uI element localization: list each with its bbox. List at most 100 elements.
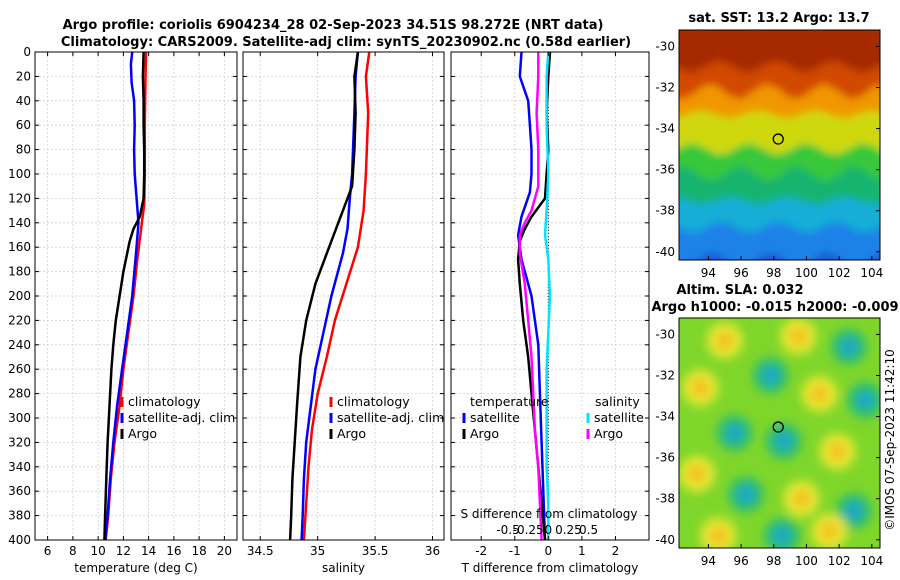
x-axis-label: salinity [322,561,365,575]
map-x-tick-label: 102 [828,266,851,280]
x-tick-label: 10 [90,544,105,558]
x-tick-label: 2 [612,544,620,558]
argo-location-marker [772,133,784,145]
map-y-tick-label: -40 [655,245,675,259]
map-x-tick-label: 100 [795,554,818,568]
sla-eddy-core [828,442,847,461]
y-tick-label: 320 [8,435,31,449]
sst-map-title: sat. SST: 13.2 Argo: 13.7 [688,11,869,26]
sla-eddy-core [792,489,811,508]
series-line-salinity-satellite [543,52,552,540]
map-x-tick-label: 98 [766,554,781,568]
y-tick-label: 300 [8,411,31,425]
temperature-profile-panel: 6 8 10 12 14 16 18 2002040608010012014016018020… [8,45,238,575]
y-tick-label: 60 [16,118,31,132]
map-y-tick-label: -30 [655,39,675,53]
legend-label-1: satellite-adj. clim [337,410,444,425]
map-frame [678,29,881,261]
map-y-tick-label: -38 [655,204,675,218]
sla-eddy-core [687,465,706,484]
sst-bands [679,30,880,260]
argo-location-marker [772,421,784,433]
map-x-tick-label: 104 [860,554,883,568]
legend-label-0: climatology [128,394,201,409]
sla-eddies [679,318,880,548]
x-tick-label: 34.5 [247,544,274,558]
legend-label-t0: satellite [470,410,520,425]
top-axis-tick-label: 0.5 [579,523,598,537]
x-tick-label: -2 [475,544,487,558]
map-y-tick-label: -36 [655,163,675,177]
map-y-tick-label: -30 [655,327,675,341]
difference-legend: temperaturesatelliteArgosalinitysatellit… [462,394,644,441]
sla-eddy-core [856,391,875,410]
x-tick-label: -1 [509,544,521,558]
y-tick-label: 0 [23,45,31,59]
map-y-tick-label: -34 [655,410,675,424]
sla-eddy-core [844,502,863,521]
map-x-tick-label: 94 [701,554,716,568]
sst-band [698,252,880,260]
top-axis-tick-label: 0 [545,523,553,537]
x-tick-label: 35 [310,544,325,558]
top-axis-tick-label: -0.25 [513,523,544,537]
legend-label-s0: satellite [594,410,644,425]
y-tick-label: 160 [8,240,31,254]
series-line-climatology [302,52,371,540]
x-tick-label: 0 [545,544,553,558]
x-tick-label: 6 [44,544,52,558]
legend-title-temperature: temperature [470,394,549,409]
series-group [103,52,148,540]
legend-label-0: climatology [337,394,410,409]
sst-map-panel: 94 96 98 100 102 104 -30 -32 -34 -36 -38 -40 [655,29,883,280]
y-tick-label: 180 [8,265,31,279]
map-x-tick-label: 100 [795,266,818,280]
y-tick-label: 360 [8,484,31,498]
x-tick-label: 8 [69,544,77,558]
y-tick-label: 40 [16,94,31,108]
sla-eddy-core [810,384,829,403]
x-tick-label: 12 [116,544,131,558]
y-tick-label: 100 [8,167,31,181]
y-tick-label: 380 [8,509,31,523]
map-y-tick-label: -36 [655,451,675,465]
salinity-profile-panel: 34.5 35 35.5 36 salinity climatologysatellite… [242,51,445,575]
series-line-argo [288,52,360,540]
x-tick-label: 1 [578,544,586,558]
y-tick-label: 140 [8,216,31,230]
top-axis-tick-label: -0.5 [496,523,519,537]
x-tick-label: 20 [217,544,232,558]
legend-title-salinity: salinity [595,394,640,409]
legend-label-2: Argo [128,426,157,441]
series-group [516,52,552,540]
legend-label-1: satellite-adj. clim [128,410,235,425]
series-line-satellite-adj-clim [103,52,140,540]
map-field [679,318,880,548]
x-tick-label: 36 [425,544,440,558]
sla-eddy-core [820,522,839,541]
legend-label-s1: Argo [594,426,623,441]
map-x-tick-label: 104 [860,266,883,280]
top-axis-label: S difference from climatology [461,507,638,521]
y-tick-label: 120 [8,191,31,205]
series-line-salinity-argo [518,52,543,540]
sla-map-title: Altim. SLA: 0.032 [677,283,804,298]
top-axis-tick-label: 0.25 [555,523,582,537]
sla-eddy-core [839,337,858,356]
sla-eddy-core [789,327,808,346]
map-frame [678,317,881,549]
y-tick-label: 80 [16,143,31,157]
sst-band [679,221,880,260]
y-tick-label: 280 [8,387,31,401]
y-tick-label: 340 [8,460,31,474]
legend-label-t1: Argo [470,426,499,441]
map-y-tick-label: -32 [655,81,675,95]
sla-map-panel: 94 96 98 100 102 104 -30 -32 -34 -36 -38 -40 [655,317,883,568]
y-tick-label: 240 [8,338,31,352]
series-line-satellite-adj-clim [300,52,360,540]
series-line-argo [103,52,146,540]
y-tick-label: 260 [8,362,31,376]
map-y-tick-label: -32 [655,369,675,383]
sla-eddy-core [737,485,755,504]
